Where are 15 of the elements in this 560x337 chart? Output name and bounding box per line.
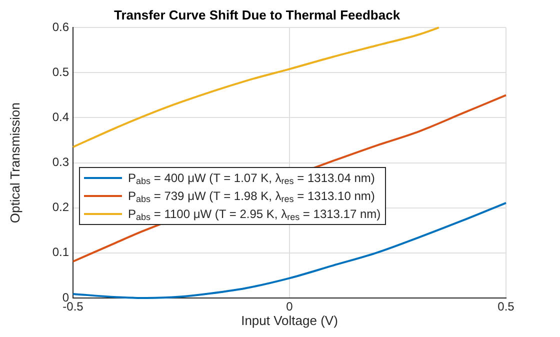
y-tick-label: 0.6 [52,20,70,34]
y-tick-label: 0.1 [52,245,70,260]
y-tick-label: 0.3 [52,155,70,170]
x-tick-label: 0 [286,300,294,314]
y-tick-label: 0.2 [52,200,70,214]
legend-label: P$_{abs}$ = 739 μW (T = 1.98 K, λ$_{res}$ = 1313.10 nm) [128,188,375,205]
line-series [72,26,440,148]
legend-label: P$_{abs}$ = 400 μW (T = 1.07 K, λ$_{res}$ = 1313.04 nm) [128,170,375,187]
x-tick-label: 0.5 [498,300,515,314]
x-axis-title: Input Voltage (V) [241,312,338,328]
y-axis-title: Optical Transmission [7,102,22,224]
chart-title: Transfer Curve Shift Due to Thermal Feedback [114,7,401,22]
y-tick-label: 0.5 [52,64,70,79]
legend-label: P$_{abs}$ = 1100 μW (T = 2.95 K, λ$_{res}$ = 1313.17 nm) [128,206,381,223]
y-tick-label: 0.4 [52,110,70,124]
